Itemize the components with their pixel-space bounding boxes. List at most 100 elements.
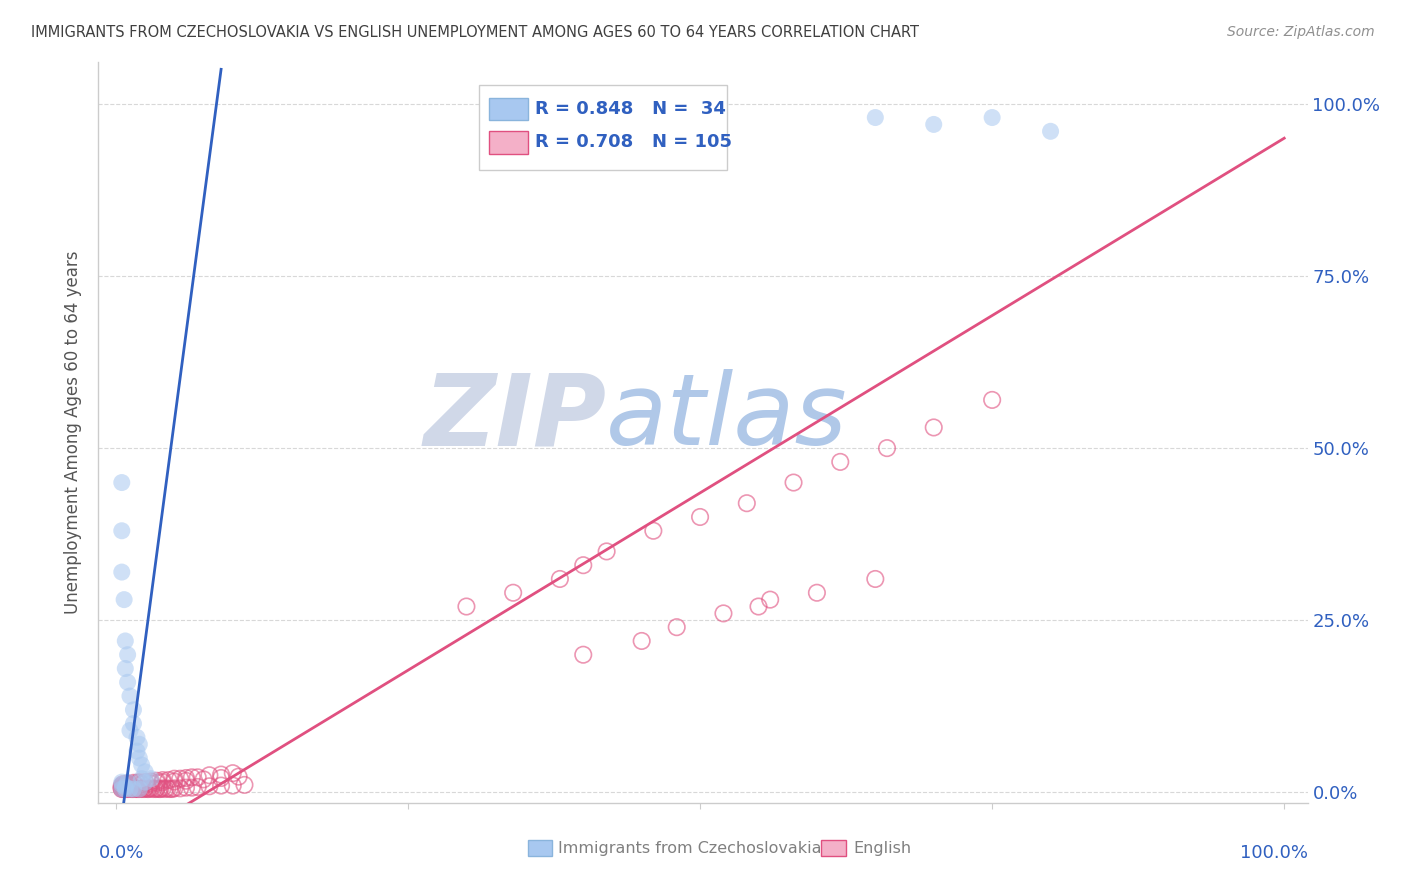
Point	[131, 772, 153, 786]
Point	[198, 779, 221, 793]
Point	[125, 776, 148, 790]
Point	[111, 781, 134, 796]
Point	[117, 648, 139, 662]
Point	[111, 780, 134, 794]
Point	[117, 775, 139, 789]
Point	[111, 475, 134, 490]
Point	[112, 592, 135, 607]
Point	[502, 586, 524, 600]
Point	[157, 773, 180, 788]
Point	[209, 767, 232, 781]
Point	[115, 777, 138, 791]
Point	[180, 780, 202, 795]
Point	[122, 782, 145, 797]
Point	[131, 758, 153, 772]
Point	[138, 782, 160, 797]
Point	[139, 774, 162, 789]
Point	[114, 634, 136, 648]
Point	[112, 782, 135, 797]
Point	[121, 782, 143, 797]
Bar	[821, 840, 845, 856]
Point	[118, 782, 141, 797]
Point	[160, 782, 183, 797]
Point	[830, 455, 852, 469]
Point	[114, 778, 136, 792]
Point	[187, 780, 209, 794]
Point	[117, 782, 139, 797]
Point	[117, 776, 139, 790]
Point	[117, 675, 139, 690]
Point	[643, 524, 665, 538]
Text: 0.0%: 0.0%	[98, 844, 143, 862]
Point	[876, 441, 898, 455]
Bar	[489, 131, 527, 153]
Point	[114, 661, 136, 675]
Point	[139, 776, 162, 790]
Point	[115, 782, 138, 797]
Point	[132, 782, 155, 797]
Point	[111, 524, 134, 538]
Point	[209, 771, 232, 785]
Point	[782, 475, 804, 490]
Text: atlas: atlas	[606, 369, 848, 467]
Point	[159, 782, 181, 797]
Point	[1039, 124, 1062, 138]
Point	[981, 392, 1004, 407]
Point	[222, 766, 245, 780]
Text: Source: ZipAtlas.com: Source: ZipAtlas.com	[1227, 25, 1375, 39]
Point	[146, 776, 169, 790]
Point	[759, 592, 782, 607]
Point	[120, 782, 142, 797]
Point	[865, 572, 887, 586]
Point	[111, 782, 134, 797]
Point	[174, 771, 197, 785]
Point	[163, 772, 186, 786]
Point	[630, 634, 652, 648]
Point	[111, 779, 134, 793]
Point	[111, 781, 134, 796]
Point	[128, 782, 150, 797]
Point	[148, 782, 170, 797]
Point	[153, 782, 176, 797]
Y-axis label: Unemployment Among Ages 60 to 64 years: Unemployment Among Ages 60 to 64 years	[65, 251, 83, 615]
Point	[174, 773, 197, 788]
Point	[689, 510, 711, 524]
Point	[139, 781, 162, 796]
Point	[127, 782, 149, 797]
Point	[233, 778, 256, 792]
Point	[122, 716, 145, 731]
Point	[665, 620, 688, 634]
Point	[111, 777, 134, 791]
Point	[713, 607, 735, 621]
Point	[595, 544, 617, 558]
Text: R = 0.708   N = 105: R = 0.708 N = 105	[534, 134, 733, 152]
Point	[134, 781, 156, 796]
Point	[149, 782, 172, 797]
Text: 100.0%: 100.0%	[1240, 844, 1308, 862]
Point	[174, 780, 197, 795]
Point	[134, 775, 156, 789]
Point	[114, 781, 136, 796]
Text: ZIP: ZIP	[423, 369, 606, 467]
Point	[572, 558, 595, 573]
Bar	[489, 98, 527, 120]
Point	[222, 779, 245, 793]
Point	[118, 723, 141, 738]
Point	[128, 782, 150, 797]
Point	[128, 737, 150, 751]
Point	[152, 773, 174, 788]
Point	[111, 782, 134, 797]
Point	[114, 780, 136, 794]
Point	[572, 648, 595, 662]
Point	[735, 496, 758, 510]
Point	[145, 782, 167, 797]
Point	[118, 777, 141, 791]
Point	[125, 782, 148, 797]
Point	[114, 782, 136, 797]
Point	[122, 776, 145, 790]
Point	[114, 779, 136, 793]
Point	[118, 781, 141, 796]
Point	[209, 779, 232, 793]
Point	[111, 775, 134, 789]
Point	[169, 781, 191, 796]
